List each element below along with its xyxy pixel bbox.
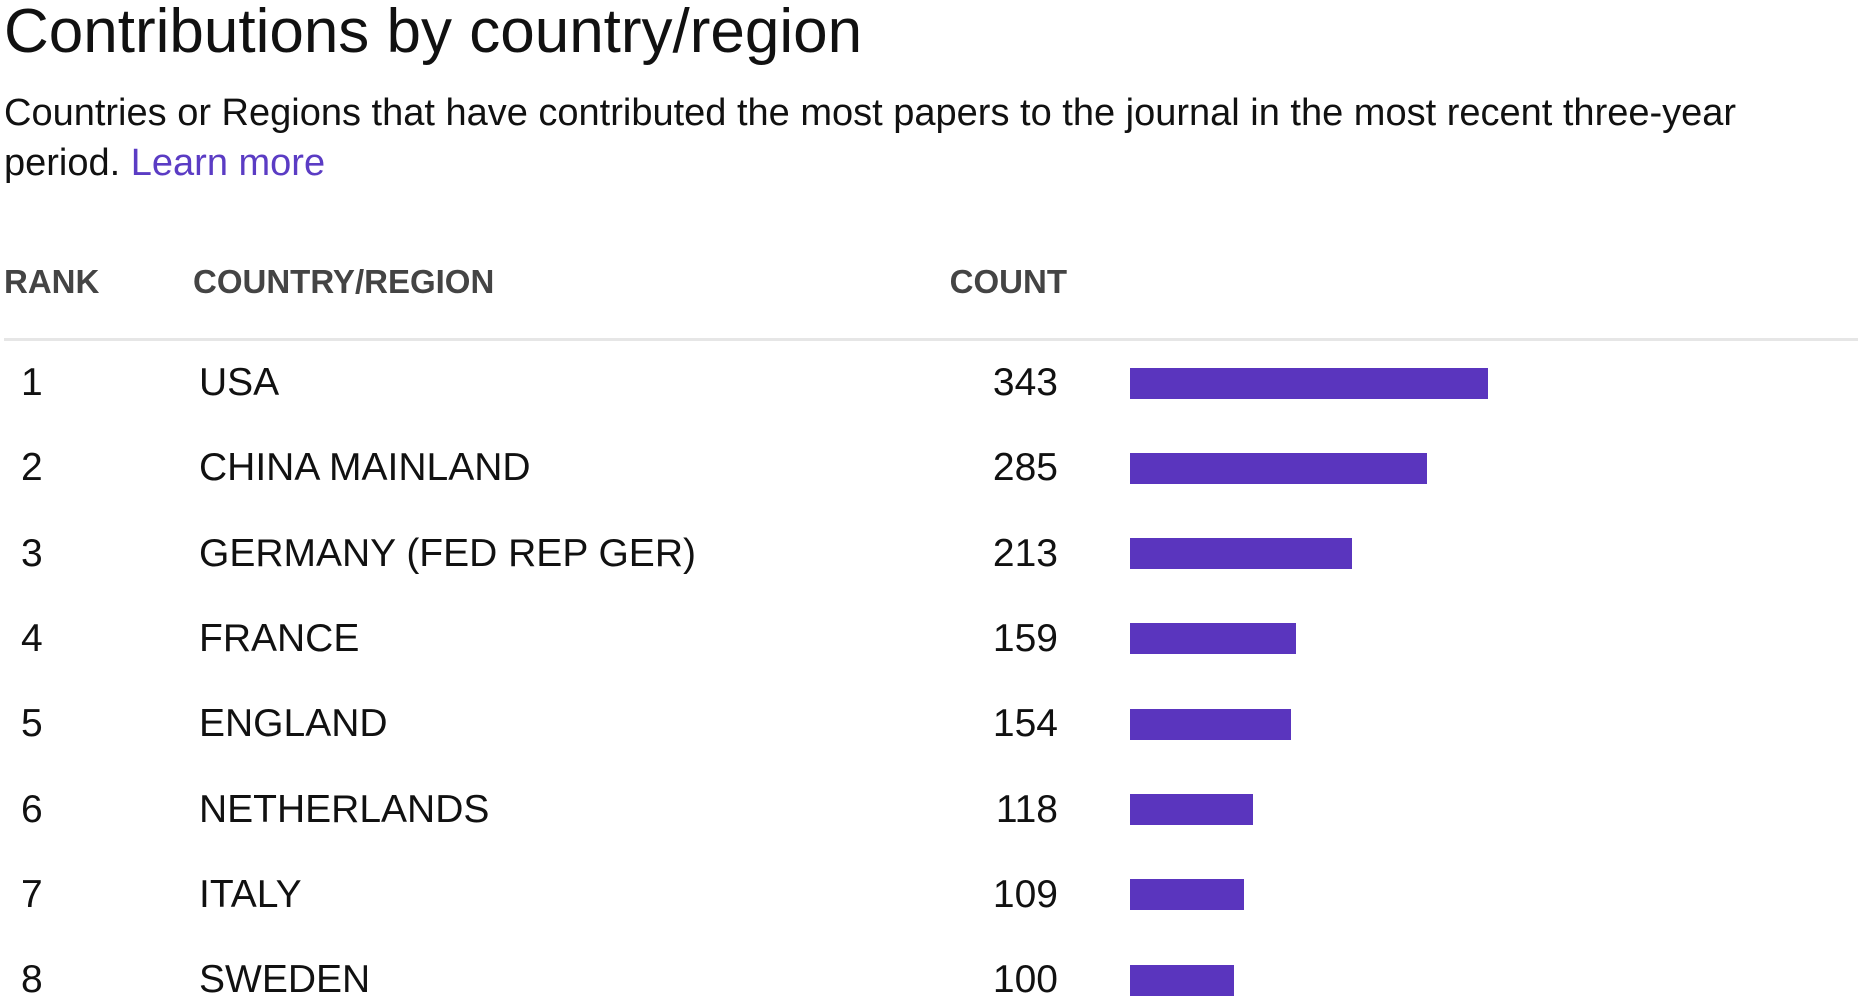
country: SWEDEN [199, 958, 371, 1002]
description: Countries or Regions that have contribut… [4, 92, 1737, 184]
rank: 8 [21, 958, 43, 1002]
count-bar [1130, 964, 1235, 996]
rank: 1 [21, 361, 43, 404]
count-bar [1130, 794, 1254, 825]
count: 109 [992, 872, 1058, 916]
count: 159 [992, 616, 1058, 660]
rank: 4 [21, 616, 43, 660]
rank: 3 [21, 531, 43, 575]
country: NETHERLANDS [199, 787, 490, 831]
count: 100 [992, 958, 1058, 1002]
count: 118 [995, 787, 1058, 831]
count-bar [1130, 623, 1296, 655]
count: 154 [992, 702, 1058, 746]
rank: 7 [21, 872, 43, 916]
header-divider [4, 338, 1858, 341]
description-block: Countries or Regions that have contribut… [4, 88, 1854, 188]
country: USA [199, 361, 280, 404]
count-bar [1130, 538, 1353, 570]
country: GERMANY (FED REP GER) [199, 531, 696, 575]
count-header: COUNT [949, 263, 1067, 300]
count: 343 [992, 361, 1058, 404]
country: CHINA MAINLAND [199, 446, 531, 490]
country-header: COUNTRY/REGION [193, 263, 495, 300]
count-bar [1130, 708, 1291, 740]
rank: 5 [21, 702, 43, 746]
rank: 2 [21, 446, 43, 490]
count: 285 [992, 446, 1058, 490]
country: FRANCE [199, 616, 360, 660]
count-bar [1130, 879, 1244, 911]
rank-header: RANK [4, 263, 100, 300]
count-bar [1130, 367, 1488, 399]
count-bar [1130, 452, 1428, 484]
rank: 6 [21, 787, 43, 831]
learn-more-link[interactable]: Learn more [130, 142, 326, 184]
country: ENGLAND [199, 702, 388, 746]
country: ITALY [199, 872, 302, 916]
title: Contributions by country/region [4, 0, 863, 66]
count: 213 [992, 531, 1058, 575]
